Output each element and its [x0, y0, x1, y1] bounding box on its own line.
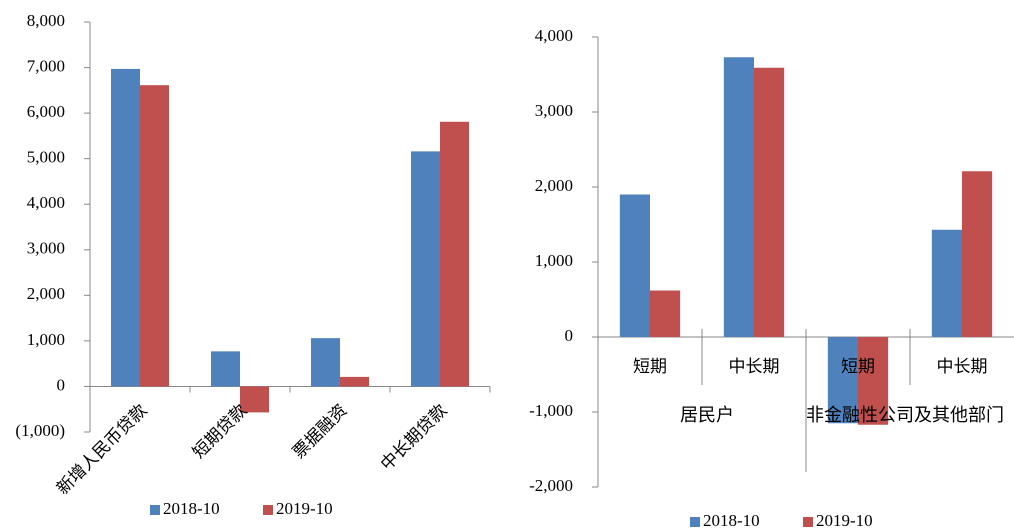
y-tick-label: 1,000: [535, 251, 573, 270]
bar: [411, 151, 440, 387]
bar: [931, 229, 962, 337]
y-tick-label: 2,000: [535, 176, 573, 195]
y-tick-label: -2,000: [529, 476, 573, 495]
y-tick-label: 5,000: [27, 148, 65, 167]
y-tick-label: 7,000: [27, 56, 65, 75]
y-tick-label: (1,000): [15, 421, 65, 440]
bar: [858, 337, 889, 425]
bar: [111, 68, 140, 387]
bar: [723, 57, 754, 337]
legend-swatch: [803, 517, 813, 527]
legend-swatch: [150, 505, 160, 515]
group-label: 居民户: [680, 405, 734, 425]
bar: [962, 171, 993, 337]
x-tick-label: 中长期: [937, 357, 988, 376]
bar: [827, 337, 858, 424]
x-tick-label: 票据融资: [289, 401, 351, 463]
bar: [440, 121, 469, 387]
group-label: 非金融性公司及其他部门: [806, 405, 1004, 425]
bar: [619, 194, 650, 337]
x-tick-label: 新增人民币贷款: [53, 401, 151, 499]
legend-label: 2019-10: [276, 499, 333, 518]
x-tick-label: 短期贷款: [189, 401, 251, 463]
bar: [340, 376, 369, 387]
y-tick-label: 6,000: [27, 102, 65, 121]
y-tick-label: 3,000: [535, 101, 573, 120]
y-tick-label: 1,000: [27, 330, 65, 349]
y-tick-label: -1,000: [529, 401, 573, 420]
bar: [211, 351, 240, 387]
x-tick-label: 中长期: [729, 357, 780, 376]
bar: [240, 386, 269, 413]
y-tick-label: 4,000: [535, 26, 573, 45]
legend-swatch: [263, 505, 273, 515]
y-tick-label: 3,000: [27, 239, 65, 258]
x-tick-label: 中长期贷款: [377, 401, 451, 475]
legend-label: 2019-10: [816, 511, 873, 530]
bar: [754, 67, 785, 337]
y-tick-label: 2,000: [27, 284, 65, 303]
y-tick-label: 4,000: [27, 193, 65, 212]
y-tick-label: 0: [57, 375, 66, 394]
y-tick-label: 0: [565, 326, 574, 345]
bar: [650, 290, 681, 337]
x-tick-label: 短期: [841, 357, 875, 376]
bar: [311, 338, 340, 387]
bar: [140, 85, 169, 387]
legend-swatch: [690, 517, 700, 527]
x-tick-label: 短期: [633, 357, 667, 376]
legend-label: 2018-10: [163, 499, 220, 518]
legend-label: 2018-10: [703, 511, 760, 530]
y-tick-label: 8,000: [27, 11, 65, 30]
